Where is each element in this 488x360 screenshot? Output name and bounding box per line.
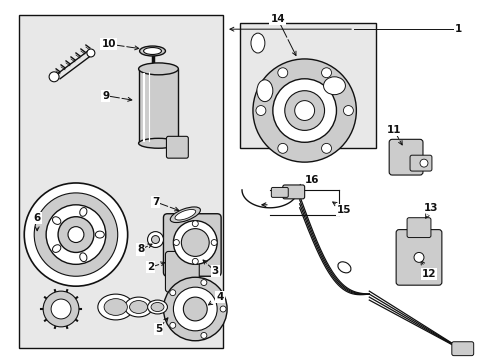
Ellipse shape (170, 207, 200, 222)
Ellipse shape (337, 262, 350, 273)
Bar (240, 23, 375, 148)
Circle shape (284, 91, 324, 130)
Circle shape (68, 227, 84, 243)
Text: 16: 16 (304, 175, 318, 185)
Ellipse shape (138, 63, 178, 75)
Circle shape (413, 252, 423, 262)
Ellipse shape (124, 297, 152, 317)
Circle shape (43, 291, 79, 327)
Ellipse shape (129, 301, 147, 314)
Ellipse shape (151, 302, 163, 311)
Circle shape (46, 205, 105, 264)
Circle shape (201, 280, 206, 285)
Circle shape (163, 277, 226, 341)
Text: 4: 4 (216, 292, 224, 302)
Circle shape (169, 322, 175, 328)
Ellipse shape (256, 80, 272, 102)
FancyBboxPatch shape (271, 188, 287, 197)
Text: 5: 5 (155, 324, 162, 334)
Ellipse shape (104, 299, 127, 315)
Circle shape (169, 290, 175, 296)
Text: 8: 8 (137, 244, 144, 255)
Ellipse shape (323, 77, 345, 95)
Text: 14: 14 (270, 14, 285, 24)
Circle shape (183, 297, 207, 321)
Ellipse shape (250, 33, 264, 53)
Circle shape (277, 143, 287, 153)
FancyBboxPatch shape (406, 218, 430, 238)
Circle shape (294, 100, 314, 121)
Bar (138, 69, 178, 143)
Text: 11: 11 (386, 125, 401, 135)
Bar (19, 15, 223, 348)
Circle shape (419, 159, 427, 167)
FancyBboxPatch shape (395, 230, 441, 285)
Circle shape (343, 105, 353, 116)
Circle shape (277, 68, 287, 78)
Circle shape (58, 217, 94, 252)
Text: 1: 1 (454, 24, 462, 34)
Circle shape (51, 299, 71, 319)
Text: 3: 3 (211, 266, 218, 276)
Circle shape (321, 143, 331, 153)
Circle shape (321, 68, 331, 78)
Circle shape (34, 193, 118, 276)
Ellipse shape (52, 245, 61, 252)
Ellipse shape (95, 231, 104, 238)
Ellipse shape (175, 210, 195, 220)
Circle shape (272, 79, 336, 142)
Ellipse shape (80, 208, 87, 216)
FancyBboxPatch shape (163, 214, 221, 276)
Circle shape (173, 239, 179, 246)
FancyBboxPatch shape (166, 136, 188, 158)
Circle shape (201, 332, 206, 338)
Circle shape (220, 306, 225, 312)
Ellipse shape (80, 253, 87, 262)
Ellipse shape (98, 294, 133, 320)
Ellipse shape (52, 217, 61, 224)
Circle shape (24, 183, 127, 286)
FancyBboxPatch shape (451, 342, 473, 356)
Circle shape (49, 72, 59, 82)
Text: 6: 6 (34, 213, 41, 223)
Circle shape (211, 239, 217, 246)
Circle shape (173, 287, 217, 331)
Circle shape (181, 229, 209, 256)
Text: 9: 9 (102, 91, 109, 101)
FancyBboxPatch shape (282, 185, 304, 199)
FancyBboxPatch shape (165, 251, 199, 292)
Ellipse shape (138, 138, 178, 148)
Text: 7: 7 (151, 197, 159, 207)
Text: 13: 13 (423, 203, 437, 213)
Circle shape (252, 59, 356, 162)
Text: 10: 10 (102, 39, 116, 49)
Text: 2: 2 (146, 262, 154, 272)
FancyBboxPatch shape (388, 139, 422, 175)
Circle shape (192, 258, 198, 264)
Ellipse shape (139, 46, 165, 56)
Circle shape (192, 221, 198, 227)
Ellipse shape (143, 48, 161, 54)
Circle shape (87, 49, 95, 57)
Circle shape (255, 105, 265, 116)
Circle shape (147, 231, 163, 247)
FancyBboxPatch shape (409, 155, 431, 171)
Text: 12: 12 (421, 269, 435, 279)
Circle shape (151, 235, 159, 243)
Circle shape (173, 221, 217, 264)
Text: 15: 15 (337, 205, 351, 215)
Ellipse shape (147, 300, 167, 314)
